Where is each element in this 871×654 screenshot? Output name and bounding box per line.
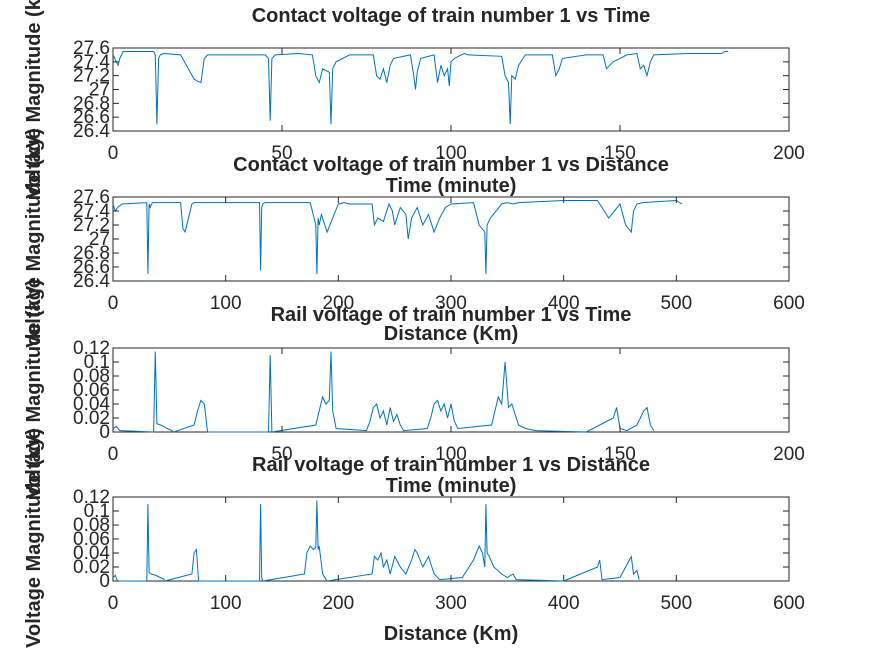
y-tick-label: 0.1 bbox=[84, 352, 110, 373]
x-tick-label: 100 bbox=[435, 143, 467, 164]
plot-area bbox=[112, 347, 790, 433]
y-axis-label: Voltage Magnitude (kV) bbox=[23, 279, 45, 499]
y-tick-label: 0.04 bbox=[73, 543, 110, 564]
y-tick-label: 26.4 bbox=[73, 271, 110, 292]
y-tick-label: 0.04 bbox=[73, 394, 110, 415]
x-tick-label: 150 bbox=[604, 143, 636, 164]
chart-contact-voltage-vs-time: Contact voltage of train number 1 vs Tim… bbox=[23, 0, 805, 199]
x-tick-label: 0 bbox=[108, 293, 119, 314]
y-tick-label: 0.12 bbox=[73, 487, 110, 508]
x-tick-label: 400 bbox=[548, 293, 580, 314]
x-tick-label: 200 bbox=[322, 293, 354, 314]
x-tick-label: 600 bbox=[773, 593, 805, 614]
y-tick-label: 27.6 bbox=[73, 38, 110, 59]
x-tick-label: 500 bbox=[660, 593, 692, 614]
chart-title: Rail voltage of train number 1 vs Time bbox=[271, 304, 632, 326]
x-axis-label: Time (minute) bbox=[386, 475, 517, 497]
x-tick-label: 300 bbox=[435, 293, 467, 314]
x-tick-label: 100 bbox=[435, 444, 467, 465]
x-tick-label: 150 bbox=[604, 444, 636, 465]
y-axis-label: Voltage Magnitude (kV) bbox=[23, 428, 45, 648]
x-axis-label: Time (minute) bbox=[386, 175, 517, 197]
y-tick-label: 26.8 bbox=[73, 93, 110, 114]
y-tick-label: 0.06 bbox=[73, 380, 110, 401]
x-axis-label: Distance (Km) bbox=[384, 323, 518, 345]
y-tick-label: 0.02 bbox=[73, 557, 110, 578]
chart-title: Contact voltage of train number 1 vs Tim… bbox=[252, 5, 651, 27]
y-tick-label: 26.8 bbox=[73, 243, 110, 264]
x-tick-label: 500 bbox=[660, 293, 692, 314]
y-tick-label: 27.4 bbox=[73, 201, 110, 222]
x-axis-label: Distance (Km) bbox=[384, 623, 518, 645]
y-tick-label: 0.08 bbox=[73, 515, 110, 536]
y-tick-label: 26.4 bbox=[73, 121, 110, 142]
y-tick-label: 27.6 bbox=[73, 187, 110, 208]
series-line-0 bbox=[112, 51, 729, 125]
y-tick-label: 0.02 bbox=[73, 408, 110, 429]
chart-rail-voltage-vs-time: Rail voltage of train number 1 vs Time T… bbox=[23, 279, 805, 499]
y-tick-label: 0.12 bbox=[73, 338, 110, 359]
y-tick-label: 27.2 bbox=[73, 66, 110, 87]
x-tick-label: 0 bbox=[108, 593, 119, 614]
y-tick-label: 27 bbox=[89, 229, 110, 250]
x-tick-label: 200 bbox=[773, 444, 805, 465]
y-tick-label: 0.1 bbox=[84, 501, 110, 522]
chart-title: Rail voltage of train number 1 vs Distan… bbox=[252, 454, 650, 476]
y-tick-label: 27 bbox=[89, 80, 110, 101]
y-axis-label: Voltage Magnitude (kV) bbox=[23, 0, 45, 199]
x-tick-label: 100 bbox=[210, 293, 242, 314]
plot-area bbox=[112, 496, 790, 582]
y-tick-label: 0.08 bbox=[73, 366, 110, 387]
chart-title: Contact voltage of train number 1 vs Dis… bbox=[233, 154, 669, 176]
x-tick-label: 200 bbox=[322, 593, 354, 614]
y-tick-label: 27.4 bbox=[73, 52, 110, 73]
y-tick-label: 26.6 bbox=[73, 257, 110, 278]
y-tick-label: 0.06 bbox=[73, 529, 110, 550]
y-tick-label: 0 bbox=[99, 422, 110, 443]
y-tick-label: 0 bbox=[99, 571, 110, 592]
x-tick-label: 100 bbox=[210, 593, 242, 614]
x-tick-label: 0 bbox=[108, 143, 119, 164]
x-tick-label: 50 bbox=[271, 143, 292, 164]
x-tick-label: 400 bbox=[548, 593, 580, 614]
x-tick-label: 200 bbox=[773, 143, 805, 164]
plot-area bbox=[112, 47, 790, 132]
series-line-0 bbox=[112, 199, 683, 275]
x-tick-label: 600 bbox=[773, 293, 805, 314]
plot-area bbox=[112, 196, 790, 282]
chart-rail-voltage-vs-distance: Rail voltage of train number 1 vs Distan… bbox=[23, 428, 805, 648]
x-tick-label: 300 bbox=[435, 593, 467, 614]
x-tick-label: 0 bbox=[108, 444, 119, 465]
y-tick-label: 27.2 bbox=[73, 215, 110, 236]
series-line-0 bbox=[112, 500, 640, 582]
x-tick-label: 50 bbox=[271, 444, 292, 465]
y-tick-label: 26.6 bbox=[73, 107, 110, 128]
series-line-0 bbox=[112, 351, 655, 433]
y-axis-label: Voltage Magnitude (kV) bbox=[23, 128, 45, 348]
chart-contact-voltage-vs-distance: Contact voltage of train number 1 vs Dis… bbox=[23, 128, 805, 348]
